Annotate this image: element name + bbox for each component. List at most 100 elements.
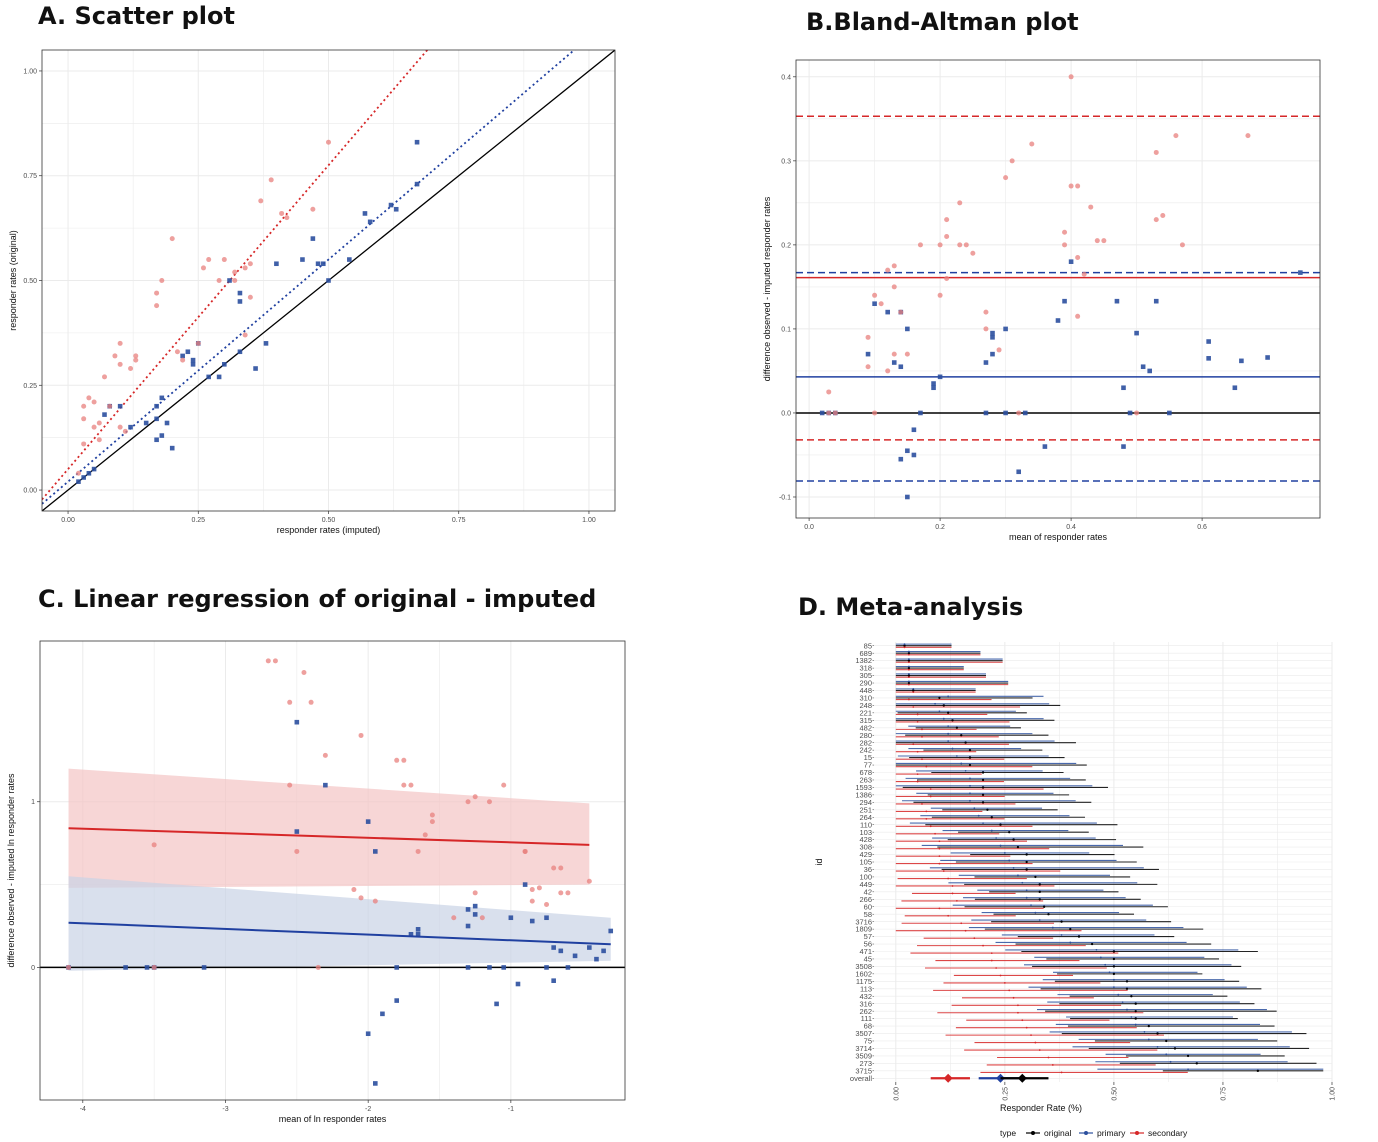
point-primary bbox=[1121, 385, 1126, 391]
study-id-label: 36 bbox=[864, 865, 872, 874]
estimate-point-secondary bbox=[907, 676, 910, 679]
estimate-point-primary bbox=[951, 747, 954, 750]
point-secondary bbox=[301, 669, 307, 675]
study-id-label: 428 bbox=[859, 835, 872, 844]
point-primary bbox=[501, 965, 507, 970]
estimate-point-original bbox=[1008, 830, 1011, 834]
study-id-label: 1809 bbox=[855, 925, 872, 934]
estimate-point-secondary bbox=[925, 817, 928, 820]
point-primary bbox=[367, 219, 373, 225]
title-a: A. Scatter plot bbox=[38, 2, 235, 30]
point-primary bbox=[885, 309, 890, 315]
forest-layer bbox=[895, 643, 1324, 1083]
estimate-point-original bbox=[907, 674, 911, 677]
estimate-point-original bbox=[1130, 995, 1133, 998]
y-tick-label-a: 0.25 bbox=[23, 383, 37, 390]
point-secondary bbox=[81, 403, 87, 409]
estimate-point-primary bbox=[1003, 852, 1006, 854]
point-secondary bbox=[75, 470, 81, 476]
x-tick-label-a: 0.75 bbox=[452, 517, 466, 524]
estimate-point-secondary bbox=[907, 683, 910, 686]
estimate-point-primary bbox=[1095, 948, 1098, 951]
estimate-point-primary bbox=[1034, 911, 1037, 914]
point-secondary bbox=[983, 309, 989, 315]
point-primary bbox=[315, 261, 321, 267]
estimate-point-secondary bbox=[990, 952, 993, 954]
point-primary bbox=[128, 424, 133, 430]
study-id-label: 45 bbox=[864, 955, 872, 964]
study-id-label: 3714 bbox=[855, 1044, 872, 1053]
point-secondary bbox=[96, 420, 102, 426]
regression-line-primary bbox=[68, 921, 611, 946]
point-secondary bbox=[1068, 74, 1074, 80]
estimate-point-primary bbox=[1147, 1038, 1150, 1041]
y-tick-label-b: 0.4 bbox=[781, 74, 791, 81]
estimate-point-original bbox=[981, 778, 985, 782]
estimate-point-secondary bbox=[912, 743, 915, 746]
point-primary bbox=[190, 357, 196, 363]
point-secondary bbox=[917, 242, 923, 248]
estimate-point-secondary bbox=[947, 877, 950, 880]
point-primary bbox=[1167, 410, 1172, 416]
point-secondary bbox=[151, 964, 157, 970]
x-tick-label-b: 0.2 bbox=[935, 524, 945, 531]
point-secondary bbox=[232, 278, 238, 283]
estimate-point-secondary bbox=[951, 892, 954, 895]
point-primary bbox=[465, 907, 471, 912]
legend-label-secondary: secondary bbox=[1148, 1128, 1188, 1138]
point-primary bbox=[222, 362, 227, 367]
legend-title: type bbox=[1000, 1128, 1016, 1138]
point-secondary bbox=[970, 250, 976, 256]
point-primary bbox=[508, 915, 514, 921]
point-primary bbox=[380, 1011, 385, 1017]
point-secondary bbox=[279, 210, 285, 216]
estimate-point-secondary bbox=[916, 721, 919, 723]
point-primary bbox=[544, 965, 549, 970]
point-primary bbox=[487, 965, 492, 970]
study-id-label: 57 bbox=[864, 932, 872, 941]
point-secondary bbox=[501, 782, 507, 788]
point-primary bbox=[522, 882, 528, 887]
legend-marker-secondary bbox=[1135, 1131, 1139, 1135]
estimate-point-original bbox=[1034, 875, 1037, 879]
estimate-point-primary bbox=[1030, 904, 1032, 907]
point-secondary bbox=[937, 292, 943, 298]
y-tick-label-c: 0 bbox=[31, 965, 35, 972]
study-id-label: 58 bbox=[864, 910, 872, 919]
estimate-point-secondary bbox=[1008, 989, 1011, 992]
point-secondary bbox=[1016, 410, 1022, 416]
point-secondary bbox=[372, 898, 378, 904]
estimate-point-original bbox=[946, 711, 950, 715]
point-secondary bbox=[107, 403, 113, 409]
x-tick-label-c: -1 bbox=[508, 1106, 514, 1113]
point-primary bbox=[190, 362, 196, 367]
point-primary bbox=[911, 427, 917, 433]
estimate-point-primary bbox=[1130, 1016, 1133, 1018]
study-id-label: 280 bbox=[859, 731, 872, 740]
study-id-label: 482 bbox=[859, 723, 872, 732]
estimate-point-original bbox=[1125, 980, 1129, 983]
point-primary bbox=[180, 353, 185, 359]
point-secondary bbox=[117, 340, 123, 346]
point-secondary bbox=[898, 309, 904, 315]
estimate-point-primary bbox=[947, 695, 950, 698]
estimate-point-primary bbox=[1134, 1023, 1137, 1026]
point-secondary bbox=[472, 794, 478, 800]
study-id-label: 273 bbox=[859, 1059, 872, 1068]
plot-area-b bbox=[796, 60, 1320, 518]
point-primary bbox=[414, 139, 420, 145]
point-primary bbox=[263, 341, 269, 346]
study-id-label: 429 bbox=[859, 850, 872, 859]
study-id-label: 242 bbox=[859, 746, 872, 755]
point-secondary bbox=[308, 699, 314, 705]
point-primary bbox=[102, 412, 107, 417]
estimate-point-secondary bbox=[1017, 1011, 1019, 1014]
point-primary bbox=[465, 923, 471, 929]
regression-line-secondary bbox=[68, 827, 590, 846]
estimate-point-original bbox=[1060, 920, 1063, 923]
point-primary bbox=[86, 470, 92, 476]
point-primary bbox=[465, 965, 471, 970]
point-secondary bbox=[102, 374, 108, 380]
point-primary bbox=[362, 211, 368, 216]
point-secondary bbox=[91, 424, 97, 430]
